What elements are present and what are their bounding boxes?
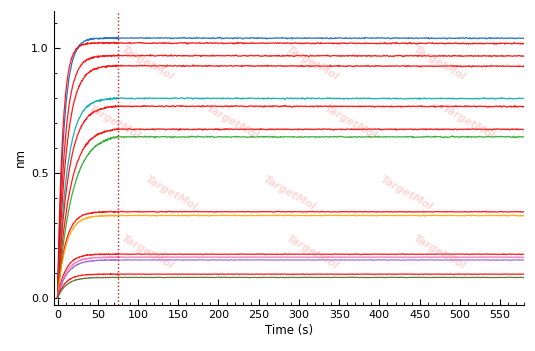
Text: TargetMol: TargetMol: [412, 233, 468, 271]
Text: TargetMol: TargetMol: [204, 104, 260, 141]
X-axis label: Time (s): Time (s): [265, 324, 313, 337]
Text: TargetMol: TargetMol: [285, 233, 340, 271]
Text: TargetMol: TargetMol: [120, 233, 175, 271]
Text: TargetMol: TargetMol: [120, 45, 175, 82]
Text: TargetMol: TargetMol: [261, 174, 317, 212]
Text: TargetMol: TargetMol: [87, 104, 142, 141]
Text: TargetMol: TargetMol: [322, 104, 378, 141]
Text: TargetMol: TargetMol: [143, 174, 199, 212]
Text: TargetMol: TargetMol: [412, 45, 468, 82]
Text: TargetMol: TargetMol: [285, 45, 340, 82]
Y-axis label: nm: nm: [14, 148, 27, 167]
Text: TargetMol: TargetMol: [379, 174, 434, 212]
Text: TargetMol: TargetMol: [440, 104, 495, 141]
